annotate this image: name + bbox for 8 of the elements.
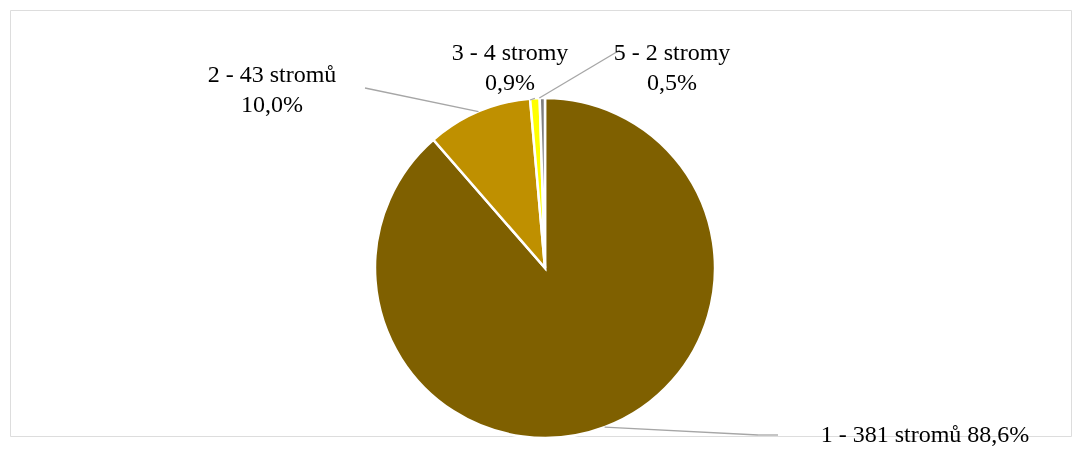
slice-label: 3 - 4 stromy [451, 39, 569, 65]
slice-label: 2 - 43 stromů [207, 61, 337, 87]
data-label: 10,0% [241, 91, 303, 117]
slice-label: 1 - 381 stromů 88,6% [820, 421, 1030, 447]
slice-label: 5 - 2 stromy [613, 39, 731, 65]
data-label: 0,9% [485, 69, 535, 95]
pie-slice [373, 96, 717, 440]
data-label: 0,5% [647, 69, 697, 95]
